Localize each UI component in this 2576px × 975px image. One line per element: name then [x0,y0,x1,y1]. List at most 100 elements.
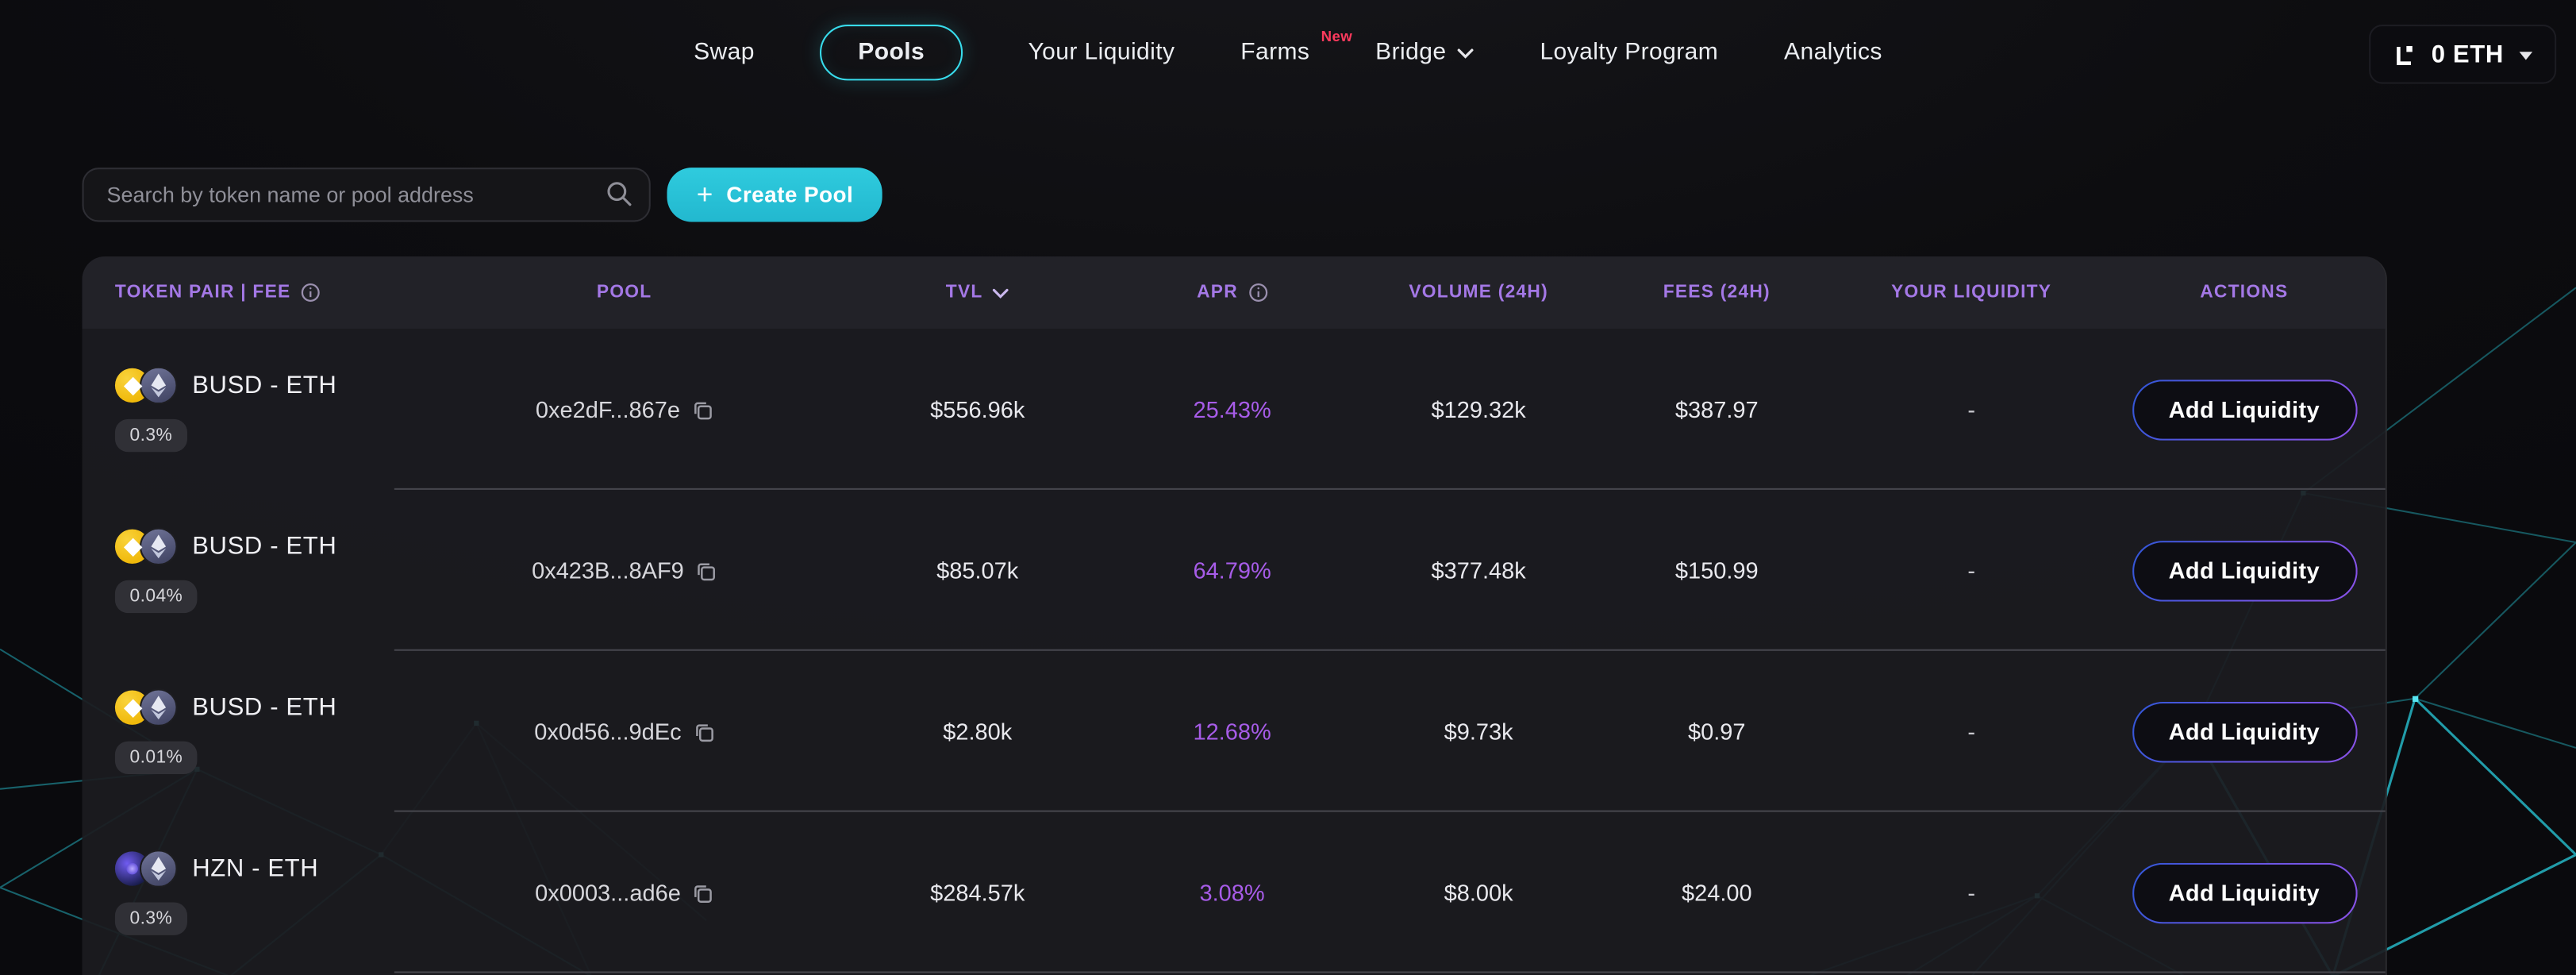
eth-token-icon [139,366,178,405]
nav-analytics-label: Analytics [1784,39,1882,66]
col-tvl-label: TVL [945,283,983,303]
nav-swap[interactable]: Swap [694,40,755,66]
sort-chevron-down-icon [993,287,1009,298]
token-pair-icons [114,688,178,727]
nav-loyalty-program[interactable]: Loyalty Program [1540,40,1718,66]
token-pair-cell: HZN - ETH 0.3% [83,850,319,935]
fee-badge: 0.3% [114,902,187,935]
plus-icon: + [696,178,713,210]
pool-address: 0x0003...ad6e [535,879,681,906]
apr-value: 25.43% [1193,395,1271,423]
wallet-button[interactable]: 0 ETH [2369,25,2557,84]
wallet-logo-icon [2392,42,2416,67]
actions-cell: Add Liquidity [2132,862,2357,923]
copy-icon[interactable] [693,722,714,743]
copy-icon[interactable] [692,399,713,421]
nav-farms[interactable]: Farms New [1240,28,1352,66]
your-liquidity-value: - [1967,879,1975,906]
pool-row[interactable]: BUSD - ETH 0.04% 0x423B...8AF9 $85.07k 6… [83,490,2386,651]
apr-value: 3.08% [1199,879,1265,906]
add-liquidity-button[interactable]: Add Liquidity [2132,379,2357,440]
volume-value: $377.48k [1431,557,1526,584]
apr-value: 12.68% [1193,718,1271,745]
tvl-value: $85.07k [936,557,1019,584]
pair-label: BUSD - ETH [192,532,337,561]
info-icon[interactable] [301,283,321,303]
col-fees-24h: FEES (24H) [1663,283,1771,303]
tvl-value: $284.57k [930,879,1025,906]
col-apr-label: APR [1197,283,1238,303]
col-tvl[interactable]: TVL [946,283,1009,303]
search-icon [606,181,632,215]
nav-pools-label: Pools [858,39,925,66]
nav-bridge-label: Bridge [1375,39,1447,66]
token-pair-cell: BUSD - ETH 0.3% [83,366,337,453]
col-volume-24h: VOLUME (24H) [1409,283,1548,303]
volume-value: $8.00k [1444,879,1513,906]
nav-pools[interactable]: Pools [820,25,963,81]
fee-badge: 0.01% [114,741,198,775]
add-liquidity-button[interactable]: Add Liquidity [2132,540,2357,601]
pool-row[interactable]: BUSD - ETH 0.01% 0x0d56...9dEc $2.80k 12… [83,651,2386,812]
main-nav: Swap Pools Your Liquidity Farms New Brid… [0,0,2576,105]
col-actions: ACTIONS [2200,283,2289,303]
actions-cell: Add Liquidity [2132,540,2357,601]
tvl-value: $2.80k [943,718,1013,745]
nav-swap-label: Swap [694,39,755,66]
fees-value: $150.99 [1674,557,1759,584]
col-token-pair-fee-label: TOKEN PAIR | FEE [114,283,291,303]
col-your-liquidity: YOUR LIQUIDITY [1891,283,2052,303]
token-pair-icons [114,850,178,888]
token-pair-cell: BUSD - ETH 0.04% [83,527,337,614]
search-box [82,168,651,222]
token-pair-icons [114,366,178,405]
pools-table: TOKEN PAIR | FEE POOL TVL APR VOLUME (24… [82,256,2387,975]
your-liquidity-value: - [1967,557,1975,584]
your-liquidity-value: - [1967,395,1975,423]
token-pair-icons [114,527,178,566]
actions-cell: Add Liquidity [2132,379,2357,440]
pool-address-cell: 0x0d56...9dEc [534,719,714,745]
search-input[interactable] [82,168,651,222]
pool-row[interactable]: HZN - ETH 0.3% 0x0003...ad6e $284.57k 3.… [83,812,2386,973]
pool-row[interactable]: BUSD - ETH 0.3% 0xe2dF...867e $556.96k 2… [83,329,2386,490]
eth-token-icon [139,688,178,727]
chevron-down-icon [2519,40,2534,69]
wallet-balance: 0 ETH [2431,40,2504,68]
pool-address: 0x0d56...9dEc [534,718,682,745]
info-icon[interactable] [1248,283,1267,303]
copy-icon[interactable] [695,561,717,582]
eth-token-icon [139,527,178,566]
add-liquidity-button[interactable]: Add Liquidity [2132,701,2357,762]
your-liquidity-value: - [1967,718,1975,745]
chevron-down-icon [1458,47,1474,58]
create-pool-button[interactable]: + Create Pool [667,168,883,222]
nav-loyalty-program-label: Loyalty Program [1540,39,1719,66]
fees-value: $387.97 [1674,395,1759,423]
pair-label: BUSD - ETH [192,371,337,400]
pool-address: 0x423B...8AF9 [532,557,684,584]
toolbar: + Create Pool [82,168,883,222]
col-pool: POOL [596,283,652,303]
token-pair-cell: BUSD - ETH 0.01% [83,688,337,775]
eth-token-icon [139,850,178,888]
tvl-value: $556.96k [930,395,1025,423]
nav-your-liquidity[interactable]: Your Liquidity [1028,40,1175,66]
copy-icon[interactable] [692,883,713,904]
nav-your-liquidity-label: Your Liquidity [1028,39,1175,66]
nav-analytics[interactable]: Analytics [1784,40,1882,66]
pool-address: 0xe2dF...867e [535,395,681,423]
nav-bridge[interactable]: Bridge [1375,40,1474,66]
pair-label: BUSD - ETH [192,693,337,722]
new-badge: New [1321,28,1353,44]
create-pool-label: Create Pool [726,182,854,207]
pool-address-cell: 0x423B...8AF9 [532,557,717,584]
fee-badge: 0.3% [114,418,187,453]
nav-farms-label: Farms [1240,39,1310,66]
add-liquidity-button[interactable]: Add Liquidity [2132,862,2357,923]
pool-address-cell: 0xe2dF...867e [536,396,713,422]
pair-label: HZN - ETH [192,854,319,883]
fees-value: $24.00 [1681,879,1752,906]
